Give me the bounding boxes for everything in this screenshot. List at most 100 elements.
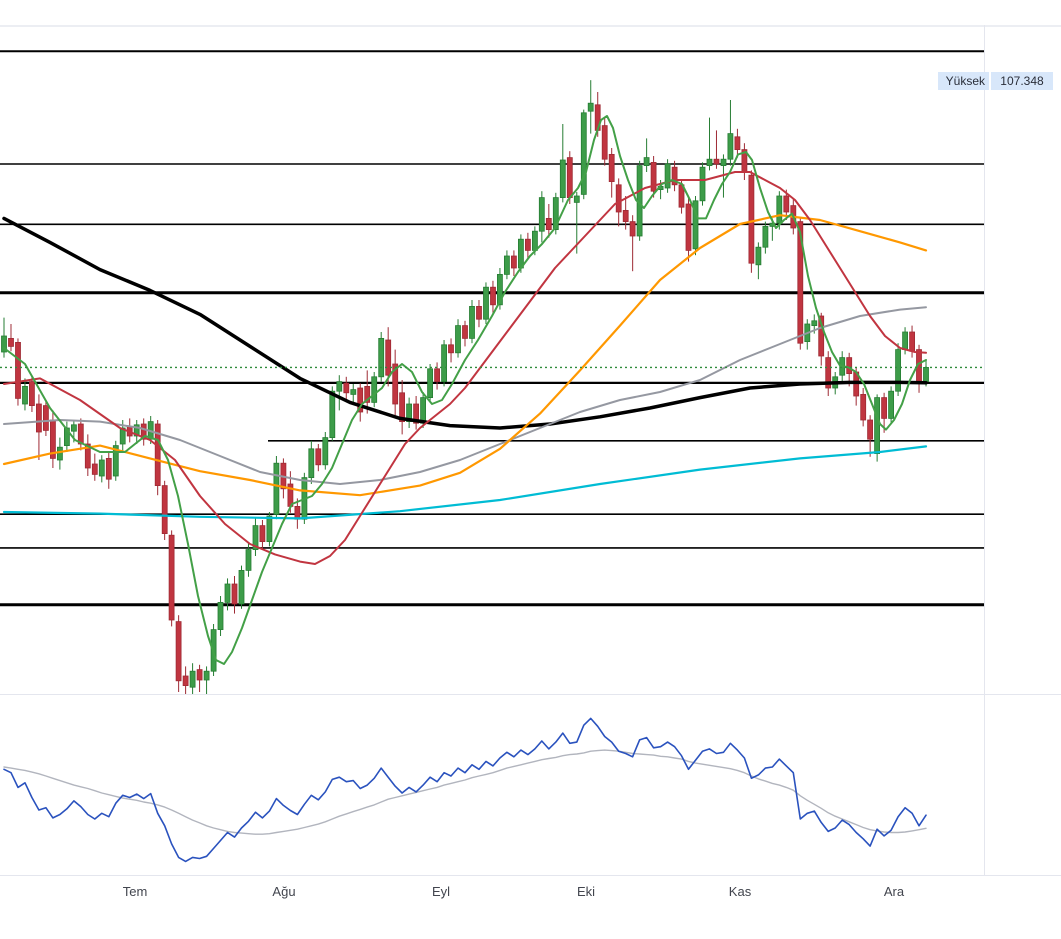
candle-body [720,158,727,166]
ma-red-line [3,171,927,565]
ma-black-slow-line [2,216,928,430]
time-axis-label: Ara [883,884,905,899]
rsi-pane[interactable] [3,717,927,863]
candle-body [713,158,720,165]
candle-body [748,174,755,264]
candle-body [825,357,832,389]
candle-body [434,368,441,382]
candle-body [273,462,280,515]
candle-body [881,397,887,419]
candle-body [22,385,28,405]
candle-body [357,387,364,413]
ma-orange-line [2,214,928,497]
time-axis-label: Eki [576,884,596,899]
candle-body [168,534,175,621]
rsi-line [3,717,927,863]
price-scale[interactable]: USD 103.757 16:02:17 107.500107.000106.5… [984,0,1061,875]
candle-body [64,427,70,447]
candle-body [378,337,385,378]
candle-body [846,357,853,375]
candle-body [385,339,392,376]
ma-green-fast-line [3,115,927,665]
candle-body [755,246,762,266]
candle-body [734,136,741,151]
candle-body [413,403,420,424]
candle-body [909,331,915,352]
candle-body [84,443,91,469]
candle-body [797,221,804,344]
candle-body [71,424,77,432]
candle-body [608,153,615,182]
session-high-label: Yüksek [938,72,989,90]
candle-body [1,335,7,353]
candle-body [664,163,671,189]
candle-body [57,446,63,461]
candle-body [552,197,559,231]
candle-body [545,217,552,230]
candle-body [573,195,580,203]
time-axis-label: Kas [728,884,752,899]
candle-body [580,112,587,195]
candle-body [36,403,42,433]
candle-body [762,225,769,248]
candle-body [441,344,448,382]
candle-body [629,221,636,237]
chart-canvas[interactable] [0,0,984,939]
candle-body [874,397,880,455]
candle-body [119,427,126,445]
candle-body [818,315,825,357]
candle-body [154,423,161,486]
candle-body [783,195,790,213]
price-scale-border [984,25,985,875]
candle-body [8,337,14,347]
candle-body [490,286,496,306]
ma-gray-line [3,306,927,485]
candle-body [252,525,259,550]
candle-body [811,320,818,326]
time-scale[interactable]: Tem Ağu Eyl Eki Kas Ara [0,876,984,939]
rsi-ma-line [3,749,927,835]
candle-body [231,583,238,605]
candle-body [510,255,517,269]
candle-body [469,305,475,339]
candle-body [685,203,692,251]
main-price-pane[interactable] [0,50,984,701]
candle-body [692,200,699,250]
candle-body [245,549,252,571]
candle-body [343,382,350,394]
candle-body [525,238,531,251]
divider [989,72,991,90]
candle-body [364,385,371,403]
candle-body [601,125,608,160]
candle-body [650,161,657,192]
candle-body [448,344,454,354]
candle-body [133,424,140,437]
candle-body [203,670,210,681]
candle-body [350,389,357,395]
candle-body [189,670,196,688]
ma-cyan-line [2,445,928,520]
candle-body [427,368,434,398]
candle-body [476,305,482,320]
candle-body [161,485,168,535]
candle-body [308,448,315,478]
candle-body [496,273,503,306]
candle-body [266,515,273,543]
candle-body [406,403,413,423]
candle-body [91,463,98,475]
candle-body [259,525,266,542]
candle-body [727,133,734,160]
candle-body [182,675,189,687]
candle-body [538,197,545,232]
chart-svg[interactable] [0,0,984,939]
candle-body [867,419,873,440]
candle-body [483,286,489,320]
session-high-value: 107.348 [991,72,1053,90]
candle-body [77,423,84,445]
pane-separator[interactable] [0,694,1061,695]
candle-body [671,166,678,186]
candle-body [98,459,105,477]
candle-body [587,102,594,112]
candle-body [643,157,650,167]
